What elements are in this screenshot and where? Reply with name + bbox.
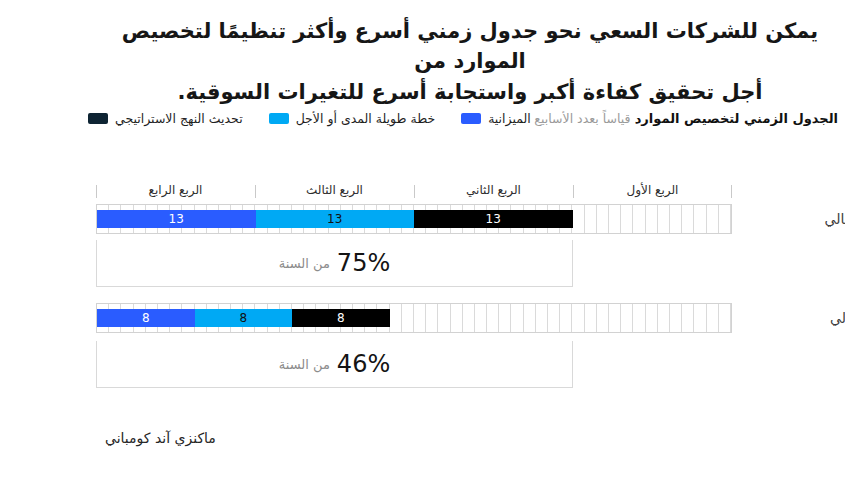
bar-value: 8 — [337, 311, 345, 325]
bar-segment-ideal-budget: 8 — [97, 309, 195, 327]
bar-segment-current-budget: 13 — [97, 210, 256, 228]
legend-swatch-blue-icon — [461, 113, 481, 124]
percent-suffix-current: من السنة — [279, 256, 330, 271]
chart-main-title: يمكن للشركات السعي نحو جدول زمني أسرع وأ… — [118, 16, 822, 107]
quarter-label-q2: الربع الثاني — [414, 183, 573, 200]
legend-swatch-navy-icon — [88, 113, 108, 124]
quarter-label-q4: الربع الرابع — [96, 183, 255, 200]
bar-segment-ideal-strategy-update: 8 — [292, 309, 390, 327]
legend-swatch-cyan-icon — [269, 113, 289, 124]
source-attribution: ماكنزي آند كومباني — [105, 430, 216, 446]
percent-callout-current: 75% من السنة — [96, 240, 573, 287]
row-label-ideal: مثالي — [742, 303, 845, 333]
legend-and-header-row: الميزانية خطة طويلة المدى أو الأجل تحديث… — [88, 105, 838, 131]
bar-value: 13 — [327, 212, 342, 226]
legend-label-strategy-update: تحديث النهج الاستراتيجي — [115, 111, 243, 126]
bar-segment-current-longterm-plan: 13 — [256, 210, 415, 228]
legend-label-longterm-plan: خطة طويلة المدى أو الأجل — [296, 111, 435, 126]
axis-tick — [731, 185, 732, 198]
bar-value: 8 — [142, 311, 150, 325]
axis-tick — [96, 185, 97, 198]
quarter-label-q1: الربع الأول — [573, 183, 732, 200]
bar-value: 13 — [486, 212, 501, 226]
percent-value-current: 75% — [337, 249, 390, 277]
title-line-1: يمكن للشركات السعي نحو جدول زمني أسرع وأ… — [118, 16, 822, 77]
week-grid-track-ideal: 8 8 8 — [96, 303, 732, 333]
bar-ideal: 8 8 8 — [97, 309, 390, 327]
legend-label-budget: الميزانية — [488, 111, 531, 126]
axis-tick — [414, 185, 415, 198]
axis-tick — [573, 185, 574, 198]
bar-value: 13 — [169, 212, 184, 226]
legend-item-longterm-plan: خطة طويلة المدى أو الأجل — [269, 111, 435, 126]
legend-item-budget: الميزانية — [461, 111, 531, 126]
quarter-label-q3: الربع الثالث — [255, 183, 414, 200]
title-line-2: أجل تحقيق كفاءة أكبر واستجابة أسرع للتغي… — [118, 77, 822, 107]
legend: الميزانية خطة طويلة المدى أو الأجل تحديث… — [88, 111, 531, 126]
week-grid-track-current: 13 13 13 — [96, 204, 732, 234]
row-label-current: الحالي — [742, 204, 845, 234]
bar-segment-ideal-longterm-plan: 8 — [195, 309, 293, 327]
percent-callout-ideal: 46% من السنة — [96, 341, 573, 388]
chart-subtitle-bold: الجدول الزمني لتخصيص الموارد — [635, 111, 838, 126]
chart-subtitle-muted: قياساً بعدد الأسابيع — [534, 111, 630, 126]
percent-value-ideal: 46% — [337, 350, 390, 378]
bar-segment-current-strategy-update: 13 — [414, 210, 573, 228]
chart-subtitle: الجدول الزمني لتخصيص الموارد قياساً بعدد… — [534, 111, 838, 126]
axis-tick — [255, 185, 256, 198]
plot-area: الربع الرابع الربع الثالث الربع الثاني ا… — [96, 183, 732, 413]
legend-item-strategy-update: تحديث النهج الاستراتيجي — [88, 111, 243, 126]
bar-current: 13 13 13 — [97, 210, 573, 228]
bar-value: 8 — [239, 311, 247, 325]
percent-suffix-ideal: من السنة — [279, 357, 330, 372]
